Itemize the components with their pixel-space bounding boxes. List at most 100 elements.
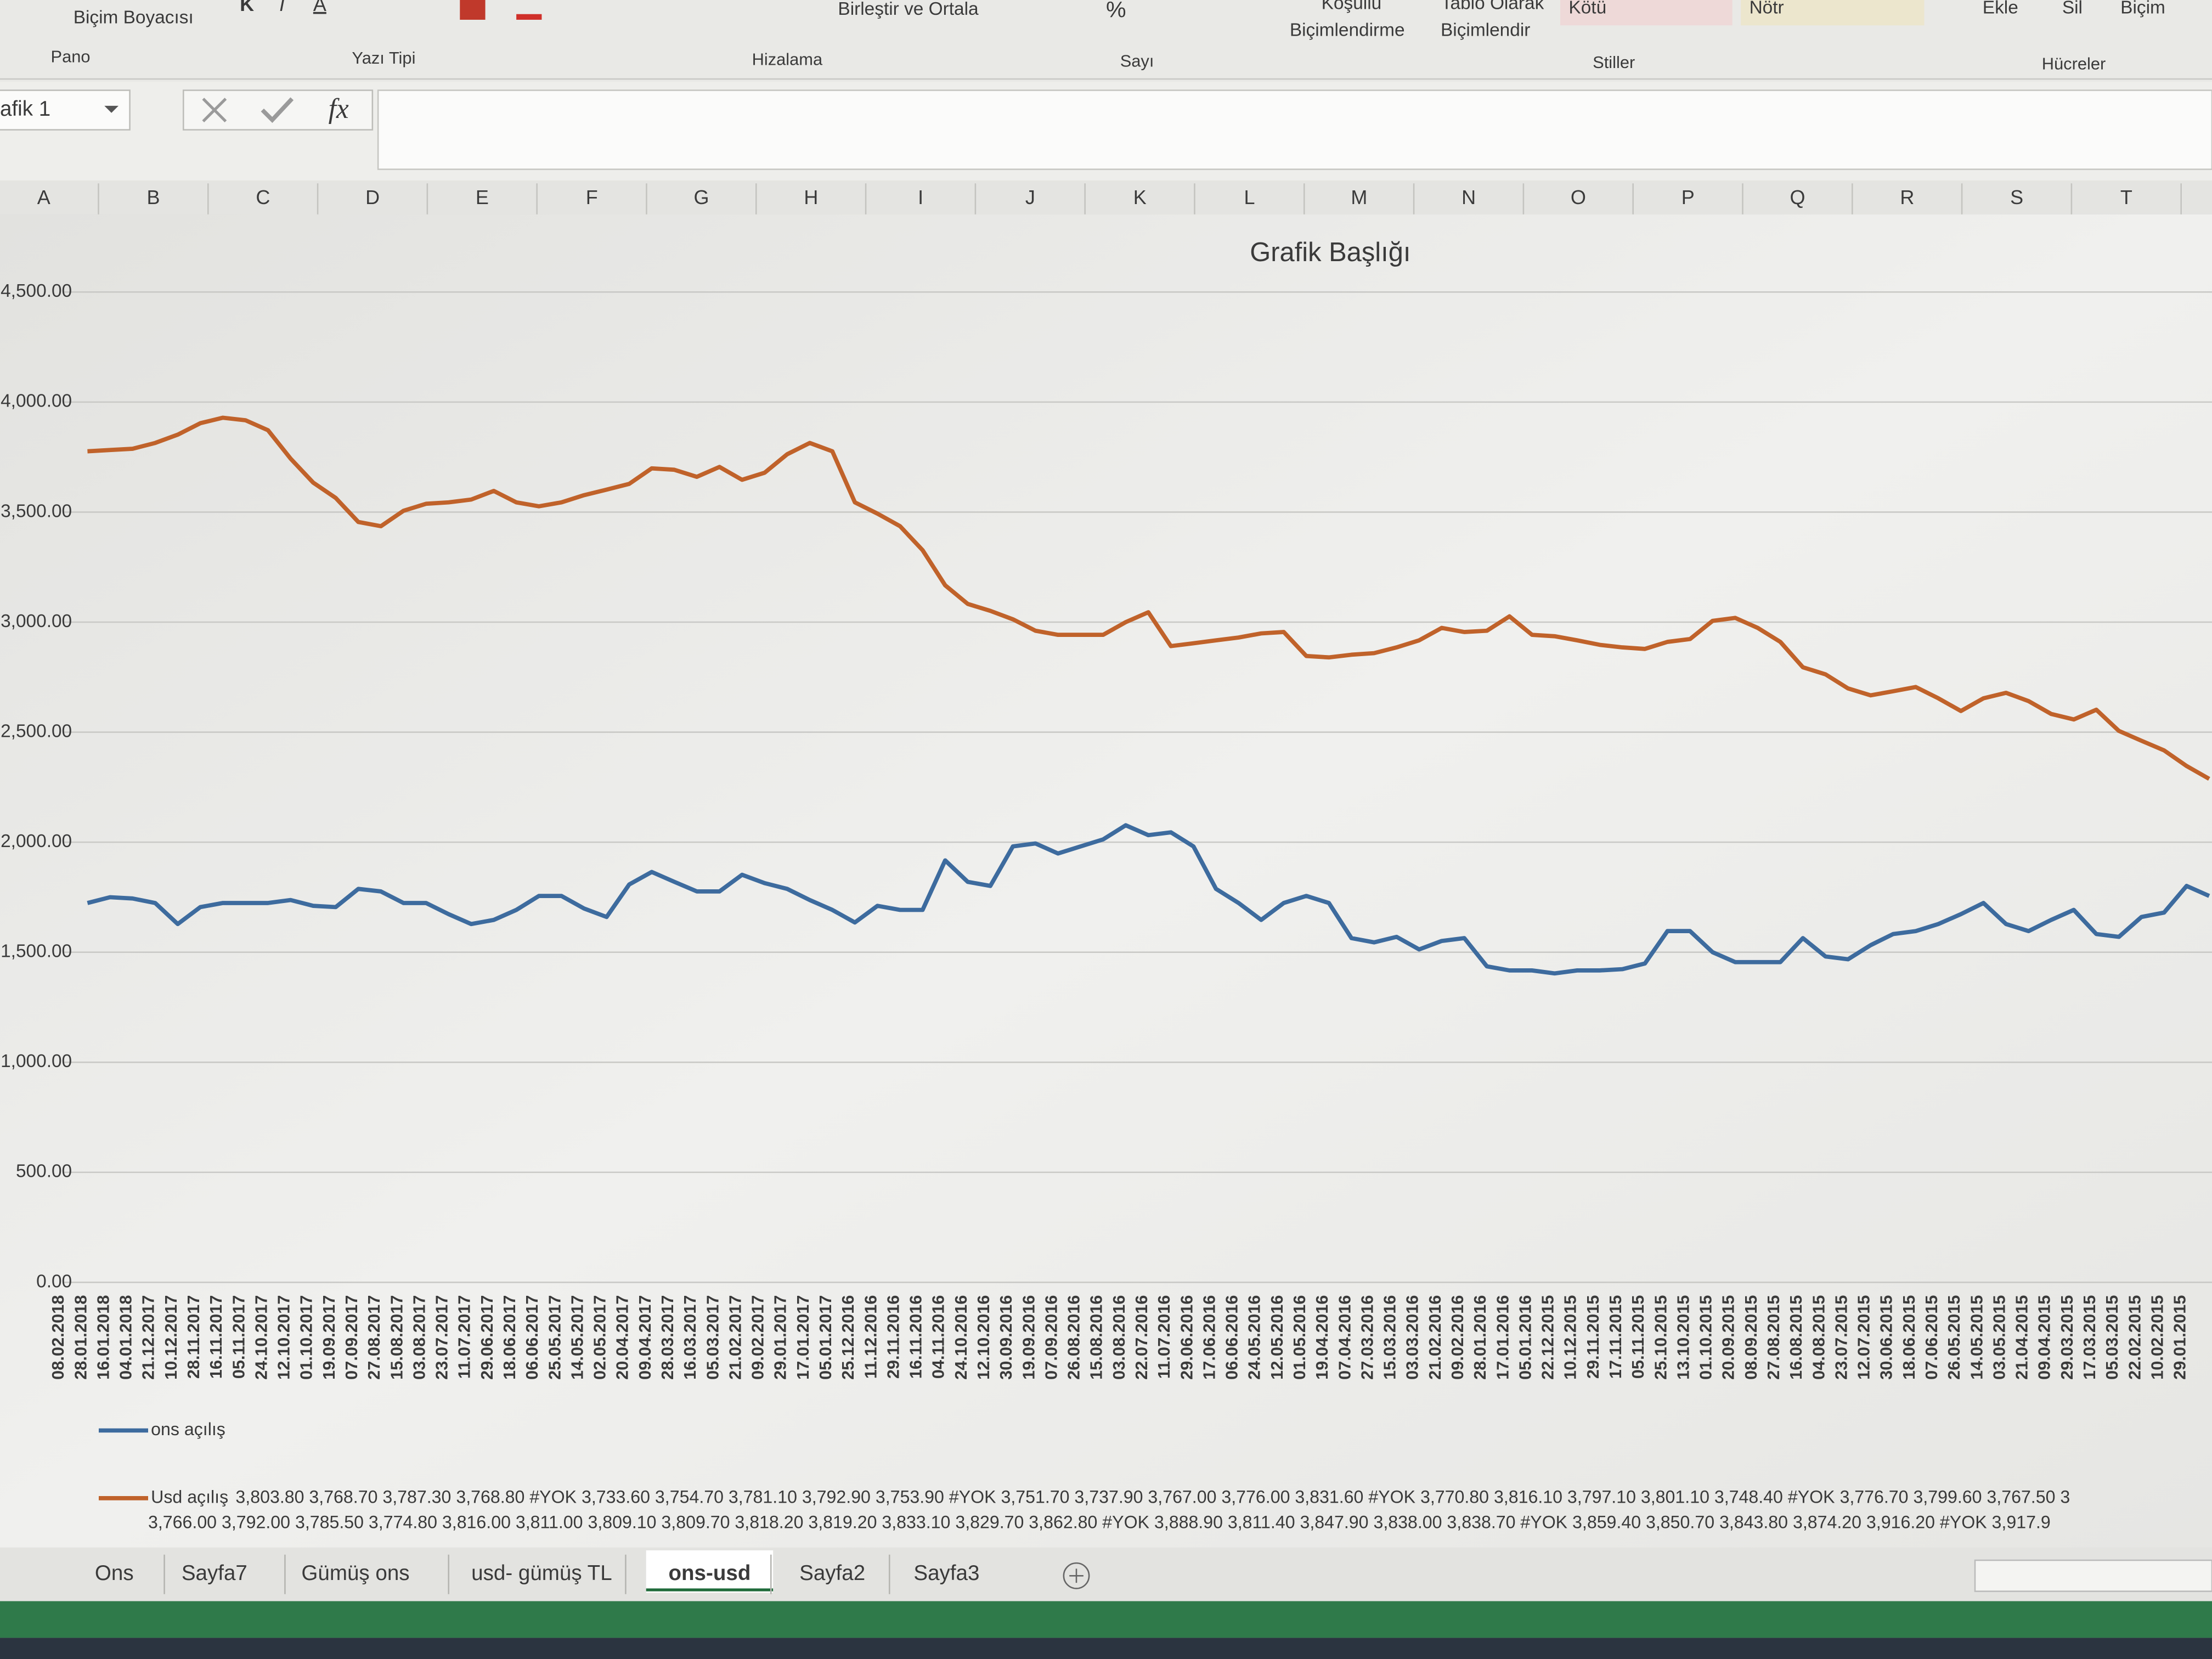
column-header[interactable]: K [1133,186,1147,208]
font-color-icon[interactable] [516,14,542,20]
column-header-bar [0,180,2212,215]
column-header[interactable]: I [918,186,923,208]
ribbon-button[interactable]: Sil [2062,0,2083,18]
column-header[interactable]: E [476,186,489,208]
column-header[interactable]: T [2120,186,2132,208]
column-header[interactable]: P [1681,186,1695,208]
column-header[interactable]: Q [1790,186,1805,208]
sheet-tab[interactable]: ons-usd [668,1561,751,1585]
column-header[interactable]: R [1900,186,1914,208]
x-tick-label: 17.01.2017 [793,1295,812,1380]
x-tick-label: 11.12.2016 [861,1295,880,1379]
x-tick-label: 25.10.2015 [1651,1295,1670,1380]
column-header[interactable]: F [586,186,598,208]
sheet-tab[interactable]: Sayfa3 [913,1561,979,1585]
underline-button[interactable]: A [313,0,326,15]
formula-input[interactable] [377,89,2212,170]
sheet-tab[interactable]: Gümüş ons [301,1561,409,1585]
style-neutral[interactable] [1741,0,1925,26]
column-header[interactable]: A [37,186,50,208]
formula-buttons [182,89,374,131]
ribbon-button[interactable]: Biçim Boyacısı [74,7,194,27]
x-tick-label: 03.03.2016 [1403,1295,1422,1380]
ribbon-button[interactable]: Ekle [1983,0,2018,18]
add-sheet-icon[interactable] [1069,1568,1084,1583]
x-tick-label: 21.12.2017 [139,1295,158,1380]
x-tick-label: 27.03.2016 [1357,1295,1376,1380]
y-tick-label: 0.00 [36,1271,72,1291]
name-box-arrow[interactable] [104,105,119,113]
name-box-text[interactable]: afik 1 [0,97,50,121]
x-tick-label: 09.02.2017 [748,1295,768,1380]
x-tick-label: 29.06.2016 [1177,1295,1196,1380]
x-tick-label: 06.06.2017 [522,1295,541,1380]
ribbon-group: Hücreler [2042,54,2106,73]
style-neutral-label[interactable]: Nötr [1750,0,1784,18]
italic-button[interactable]: I [279,0,285,15]
x-tick-label: 09.04.2015 [2035,1295,2054,1380]
x-tick-label: 26.08.2016 [1064,1295,1084,1380]
x-tick-label: 22.02.2015 [2125,1295,2144,1380]
ribbon-button[interactable]: Biçim [2120,0,2165,18]
x-tick-label: 29.03.2015 [2057,1295,2076,1380]
column-header[interactable]: H [804,186,818,208]
x-tick-label: 09.04.2017 [635,1295,654,1380]
sheet-tab[interactable]: Sayfa2 [799,1561,865,1585]
column-header[interactable]: G [694,186,709,208]
column-header[interactable]: N [1462,186,1476,208]
x-tick-label: 10.12.2017 [161,1295,180,1380]
column-header[interactable]: M [1351,186,1367,208]
bold-button[interactable]: K [240,0,254,15]
x-tick-label: 16.11.2017 [206,1295,225,1379]
data-table-row: 3,766.00 3,792.00 3,785.50 3,774.80 3,81… [148,1513,2051,1532]
style-bad[interactable] [1560,0,1733,26]
y-tick-label: 4,500.00 [1,281,72,301]
x-tick-label: 12.10.2016 [974,1295,993,1380]
x-tick-label: 11.07.2016 [1154,1295,1173,1379]
x-tick-label: 20.09.2015 [1719,1295,1738,1380]
style-bad-label[interactable]: Kötü [1568,0,1606,18]
column-header[interactable]: L [1244,186,1255,208]
x-tick-label: 15.03.2016 [1380,1295,1400,1380]
x-tick-label: 29.01.2017 [771,1295,790,1380]
y-tick-label: 1,500.00 [1,941,72,962]
horizontal-scrollbar[interactable] [1974,1559,2212,1592]
column-header[interactable]: B [147,186,160,208]
sheet-tab[interactable]: usd- gümüş TL [471,1561,612,1585]
cancel-button[interactable] [202,98,227,122]
x-tick-label: 13.10.2015 [1673,1295,1692,1380]
column-header[interactable]: J [1025,186,1035,208]
x-tick-label: 21.04.2015 [2012,1295,2032,1380]
ribbon-group: Sayı [1120,51,1154,70]
column-header[interactable]: S [2010,186,2023,208]
x-tick-label: 16.08.2015 [1786,1295,1805,1380]
fx-button[interactable]: fx [329,93,349,125]
ribbon-button[interactable]: Biçimlendir [1441,20,1530,40]
ribbon-button[interactable]: Tablo Olarak [1441,0,1544,14]
x-tick-label: 18.06.2017 [500,1295,519,1380]
x-tick-label: 12.07.2015 [1854,1295,1874,1380]
ribbon-button[interactable]: Birleştir ve Ortala [838,0,979,19]
add-sheet-button[interactable] [1063,1562,1090,1589]
sheet-tab[interactable]: Sayfa7 [182,1561,247,1585]
sheet-tab[interactable]: Ons [95,1561,134,1585]
x-tick-label: 06.06.2016 [1222,1295,1242,1380]
x-tick-label: 19.04.2016 [1312,1295,1331,1380]
x-tick-label: 29.01.2015 [2170,1295,2190,1380]
x-tick-label: 07.09.2016 [1041,1295,1060,1380]
fill-color-icon[interactable] [460,0,486,20]
ribbon-button[interactable]: Koşullu [1322,0,1382,14]
enter-button[interactable] [261,97,294,123]
x-tick-label: 29.06.2017 [477,1295,496,1380]
column-header[interactable]: C [256,186,270,208]
column-header[interactable]: D [365,186,380,208]
percent-button[interactable]: % [1106,0,1126,22]
x-tick-label: 01.10.2015 [1696,1295,1716,1380]
active-tab-bg[interactable] [646,1550,774,1593]
column-header[interactable]: O [1571,186,1586,208]
ribbon-button[interactable]: Biçimlendirme [1290,20,1405,40]
x-tick-label: 26.05.2015 [1944,1295,1963,1380]
x-tick-label: 14.05.2017 [567,1295,586,1380]
name-box[interactable] [0,89,131,131]
